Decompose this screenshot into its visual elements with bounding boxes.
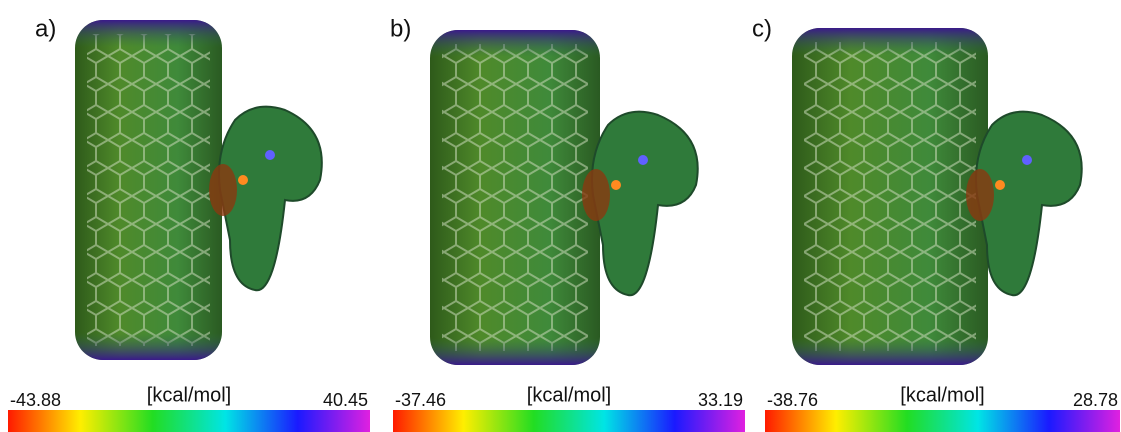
colorbar-unit: [kcal/mol] xyxy=(900,384,984,406)
panel: a) [kcal/mol] -43.88 40.45 xyxy=(8,15,370,432)
colorbar-max: 28.78 xyxy=(1073,390,1118,410)
panel-label: c) xyxy=(752,15,772,42)
colorbar-min: -37.46 xyxy=(395,390,446,410)
colorbar-max: 33.19 xyxy=(698,390,743,410)
atom-n xyxy=(265,150,275,160)
figure: a) [kcal/mol] -43.88 40.45 b) [kcal/mol] -37.4… xyxy=(0,0,1121,432)
atom-p xyxy=(611,180,621,190)
colorbar-min: -38.76 xyxy=(767,390,818,410)
colorbar xyxy=(393,410,745,432)
colorbar xyxy=(8,410,370,432)
atom-p xyxy=(995,180,1005,190)
colorbar-unit: [kcal/mol] xyxy=(147,384,231,406)
negative-region xyxy=(966,169,994,221)
colorbar-min: -43.88 xyxy=(10,390,61,410)
colorbar-unit: [kcal/mol] xyxy=(527,384,611,406)
panel-label: b) xyxy=(390,15,411,42)
nanotube-caps xyxy=(430,30,600,365)
colorbar xyxy=(765,410,1120,432)
negative-region xyxy=(209,164,237,216)
nanotube-caps xyxy=(75,20,222,360)
colorbar-max: 40.45 xyxy=(323,390,368,410)
panel: b) [kcal/mol] -37.46 33.19 xyxy=(390,15,745,432)
negative-region xyxy=(582,169,610,221)
atom-n xyxy=(1022,155,1032,165)
nanotube-caps xyxy=(792,28,988,365)
atom-n xyxy=(638,155,648,165)
panel-label: a) xyxy=(35,15,56,42)
atom-p xyxy=(238,175,248,185)
panels: a) [kcal/mol] -43.88 40.45 b) [kcal/mol] -37.4… xyxy=(8,15,1120,432)
panel: c) [kcal/mol] -38.76 28.78 xyxy=(752,15,1120,432)
